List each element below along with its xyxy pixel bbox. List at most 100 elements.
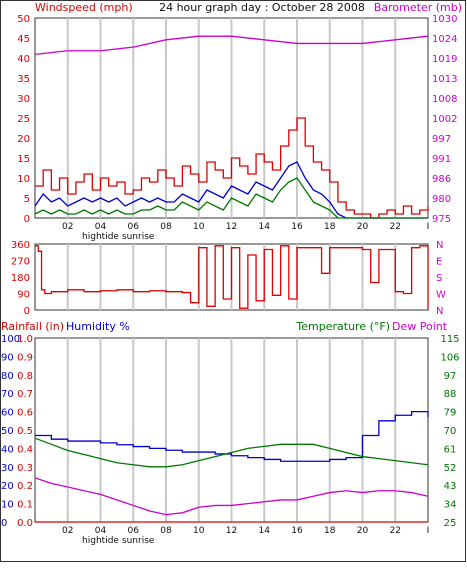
barometer-tick-997: 997	[432, 134, 451, 145]
wind-x-tick-16: 16	[291, 222, 303, 232]
wind-x-tick-14: 14	[259, 222, 271, 232]
compass-tick-1: W	[436, 290, 446, 301]
temperature-x-tick-18: 18	[324, 526, 336, 536]
rainfall-tick-4: 0.4	[17, 444, 33, 455]
temperature-tick-52: 52	[444, 463, 457, 474]
temperature-line	[34, 437, 429, 468]
windspeed-tick-5: 5	[24, 194, 30, 205]
humidity-line	[35, 410, 429, 462]
barometer-tick-1024: 1024	[432, 34, 457, 45]
humidity-tick-10: 10	[1, 500, 14, 511]
temperature-x-tick-22: 22	[390, 526, 401, 536]
temperature-x-tick-08: 08	[160, 526, 172, 536]
wind-sunrise-label: sunrise	[122, 232, 155, 242]
temperature-sunrise-label: sunrise	[122, 536, 155, 546]
wind-direction-line	[35, 245, 429, 310]
windspeed-tick-10: 10	[17, 174, 30, 185]
temperature-tick-106: 106	[440, 352, 459, 363]
direction-tick-360: 360	[11, 240, 30, 251]
temperature-tick-88: 88	[444, 389, 457, 400]
wind-x-tick-12: 12	[226, 222, 237, 232]
windspeed-tick-45: 45	[17, 34, 30, 45]
barometer-tick-1030: 1030	[432, 14, 457, 25]
humidity-axis-label: Humidity %	[66, 320, 130, 333]
temperature-tick-34: 34	[444, 500, 457, 511]
wind-x-tick-08: 08	[160, 222, 172, 232]
temperature-x-tick-I: I	[427, 526, 430, 536]
compass-tick-2: S	[436, 273, 442, 284]
temperature-x-tick-14: 14	[259, 526, 271, 536]
barometer-tick-1019: 1019	[432, 54, 457, 65]
wind-gust-line	[35, 117, 429, 219]
rainfall-tick-7: 0.7	[17, 389, 33, 400]
temperature-x-tick-02: 02	[62, 526, 73, 536]
rainfall-tick-8: 0.8	[17, 371, 33, 382]
rainfall-tick-10: 1.0	[17, 334, 33, 345]
rainfall-tick-2: 0.2	[17, 481, 33, 492]
wind-x-tick-06: 06	[128, 222, 140, 232]
dewpoint-line	[34, 477, 429, 516]
barometer-tick-1013: 1013	[432, 74, 457, 85]
barometer-tick-1008: 1008	[432, 94, 457, 105]
direction-tick-270: 270	[11, 257, 30, 268]
barometer-tick-1002: 1002	[432, 114, 457, 125]
temperature-tick-25: 25	[444, 518, 457, 529]
wind-x-tick-10: 10	[193, 222, 205, 232]
wind-x-tick-04: 04	[95, 222, 107, 232]
rainfall-tick-6: 0.6	[17, 408, 33, 419]
humidity-tick-90: 90	[1, 352, 14, 363]
barometer-tick-980: 980	[432, 194, 451, 205]
barometer-tick-975: 975	[432, 214, 451, 225]
windspeed-tick-25: 25	[17, 114, 30, 125]
windspeed-tick-30: 30	[17, 94, 30, 105]
barometer-axis-label: Barometer (mb)	[374, 1, 462, 14]
windspeed-tick-0: 0	[24, 214, 30, 225]
temperature-x-tick-20: 20	[357, 526, 369, 536]
windspeed-tick-35: 35	[17, 74, 30, 85]
direction-tick-180: 180	[11, 273, 30, 284]
wind-x-tick-22: 22	[390, 222, 401, 232]
rainfall-tick-5: 0.5	[17, 426, 33, 437]
temperature-tick-97: 97	[444, 371, 457, 382]
rainfall-axis-label: Rainfall (in)	[1, 320, 64, 333]
temperature-tick-61: 61	[444, 444, 457, 455]
temperature-tick-70: 70	[444, 426, 457, 437]
temperature-x-tick-12: 12	[226, 526, 237, 536]
barometer-tick-986: 986	[432, 174, 451, 185]
rainfall-tick-1: 0.1	[17, 500, 33, 511]
windspeed-tick-50: 50	[17, 14, 30, 25]
wind-x-tick-18: 18	[324, 222, 336, 232]
barometer-tick-991: 991	[432, 154, 451, 165]
humidity-tick-50: 50	[1, 426, 14, 437]
wind-x-tick-02: 02	[62, 222, 73, 232]
direction-tick-90: 90	[17, 290, 30, 301]
humidity-tick-100: 100	[1, 334, 20, 345]
humidity-tick-80: 80	[1, 371, 14, 382]
temperature-tick-79: 79	[444, 408, 457, 419]
compass-tick-3: E	[436, 257, 442, 268]
temperature-x-tick-10: 10	[193, 526, 205, 536]
wind-hightide-label: hightide	[82, 232, 119, 242]
temperature-x-tick-16: 16	[291, 526, 303, 536]
rainfall-tick-9: 0.9	[17, 352, 33, 363]
compass-tick-0: N	[436, 306, 443, 317]
wind-low-line	[34, 177, 428, 219]
direction-tick-0: 0	[24, 306, 30, 317]
wind-x-tick-I: I	[427, 222, 430, 232]
humidity-tick-0: 0	[1, 518, 7, 529]
dewpoint-axis-label: Dew Point	[392, 320, 448, 333]
temperature-x-tick-06: 06	[128, 526, 140, 536]
temperature-hightide-label: hightide	[82, 536, 119, 546]
wind-x-tick-20: 20	[357, 222, 369, 232]
compass-tick-4: N	[436, 240, 443, 251]
humidity-tick-60: 60	[1, 408, 14, 419]
temperature-tick-43: 43	[444, 481, 457, 492]
barometer-line	[34, 35, 429, 56]
windspeed-tick-20: 20	[17, 134, 30, 145]
windspeed-axis-label: Windspeed (mph)	[35, 1, 133, 14]
humidity-tick-20: 20	[1, 481, 14, 492]
rainfall-tick-0: 0.0	[17, 518, 33, 529]
